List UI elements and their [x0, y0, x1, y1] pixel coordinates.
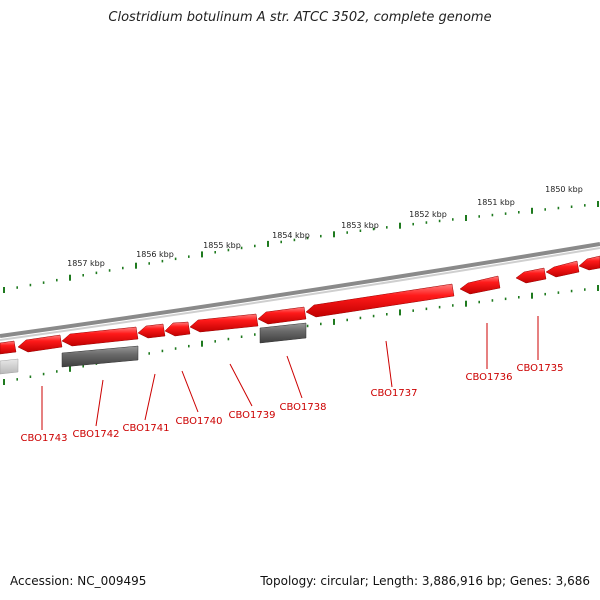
gene-arrow[interactable]	[545, 260, 580, 278]
gene-label-cbo1740[interactable]: CBO1740	[176, 416, 223, 427]
leader-line	[385, 340, 393, 388]
gene-arrow[interactable]	[578, 255, 600, 271]
feature-block-light[interactable]	[0, 358, 19, 375]
scale-label-1855: 1855 kbp	[203, 241, 241, 250]
scale-label-1850: 1850 kbp	[545, 185, 583, 194]
gene-label-leaders	[41, 316, 539, 430]
scale-labels: 1857 kbp 1856 kbp 1855 kbp 1854 kbp 1853…	[67, 185, 583, 268]
gene-arrows	[0, 255, 600, 355]
gene-arrow[interactable]	[305, 283, 455, 318]
gene-label-cbo1736[interactable]: CBO1736	[466, 372, 513, 383]
genome-summary-text: Topology: circular; Length: 3,886,916 bp…	[260, 574, 590, 588]
feature-blocks	[0, 322, 307, 375]
gene-arrow[interactable]	[189, 313, 259, 333]
accession-text: Accession: NC_009495	[10, 574, 147, 588]
outer-scale-ticks	[3, 201, 599, 293]
gene-labels: CBO1743 CBO1742 CBO1741 CBO1740 CBO1739 …	[21, 363, 564, 444]
leader-line	[286, 355, 303, 399]
leader-line	[144, 373, 156, 421]
gene-arrow[interactable]	[257, 306, 307, 325]
leader-line	[95, 379, 104, 427]
gene-label-cbo1743[interactable]: CBO1743	[21, 433, 68, 444]
gene-arrow[interactable]	[17, 334, 63, 353]
gene-arrow[interactable]	[515, 267, 547, 284]
gene-arrow[interactable]	[137, 323, 166, 339]
genome-title: Clostridium botulinum A str. ATCC 3502, …	[108, 10, 492, 25]
scale-label-1854: 1854 kbp	[272, 231, 310, 240]
scale-label-1857: 1857 kbp	[67, 259, 105, 268]
gene-label-cbo1735[interactable]: CBO1735	[517, 363, 564, 374]
scale-label-1856: 1856 kbp	[136, 250, 174, 259]
leader-line	[229, 363, 253, 407]
feature-block[interactable]	[61, 345, 139, 368]
genome-backbone-shadow	[0, 247, 600, 341]
gene-label-cbo1739[interactable]: CBO1739	[229, 410, 276, 421]
gene-label-cbo1738[interactable]: CBO1738	[280, 402, 327, 413]
gene-arrow[interactable]	[459, 275, 501, 295]
scale-label-1853: 1853 kbp	[341, 221, 379, 230]
scale-label-1852: 1852 kbp	[409, 210, 447, 219]
gene-label-cbo1741[interactable]: CBO1741	[123, 423, 170, 434]
gene-arrow[interactable]	[164, 321, 191, 337]
feature-block[interactable]	[259, 322, 307, 344]
genome-backbone	[0, 242, 600, 338]
scale-label-1851: 1851 kbp	[477, 198, 515, 207]
gene-label-cbo1742[interactable]: CBO1742	[73, 429, 120, 440]
gene-label-cbo1737[interactable]: CBO1737	[371, 388, 418, 399]
gene-arrow[interactable]	[0, 340, 17, 355]
leader-line	[181, 370, 199, 413]
gene-arrow[interactable]	[61, 326, 139, 347]
